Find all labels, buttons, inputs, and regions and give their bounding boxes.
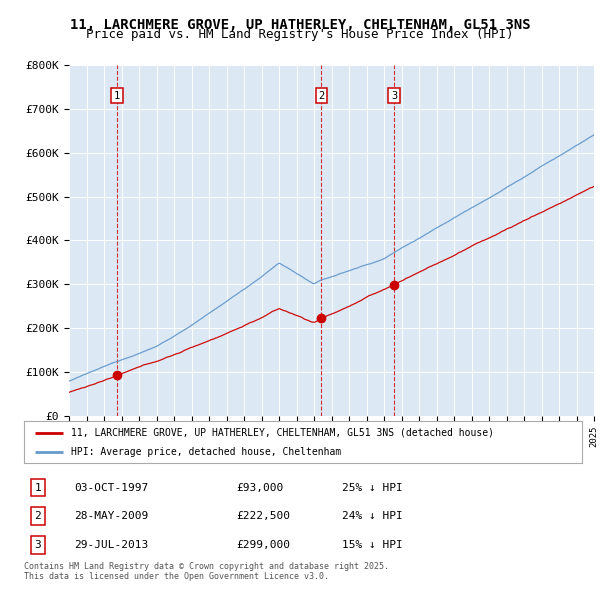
Text: 2: 2 (318, 91, 325, 101)
Text: 1: 1 (35, 483, 41, 493)
Text: 29-JUL-2013: 29-JUL-2013 (74, 540, 148, 550)
Text: 3: 3 (35, 540, 41, 550)
Text: £93,000: £93,000 (236, 483, 283, 493)
Text: £299,000: £299,000 (236, 540, 290, 550)
Text: 15% ↓ HPI: 15% ↓ HPI (342, 540, 403, 550)
Text: HPI: Average price, detached house, Cheltenham: HPI: Average price, detached house, Chel… (71, 447, 341, 457)
Text: 3: 3 (391, 91, 397, 101)
Text: 11, LARCHMERE GROVE, UP HATHERLEY, CHELTENHAM, GL51 3NS (detached house): 11, LARCHMERE GROVE, UP HATHERLEY, CHELT… (71, 428, 494, 438)
Text: Contains HM Land Registry data © Crown copyright and database right 2025.
This d: Contains HM Land Registry data © Crown c… (24, 562, 389, 581)
Text: £222,500: £222,500 (236, 512, 290, 522)
Text: Price paid vs. HM Land Registry's House Price Index (HPI): Price paid vs. HM Land Registry's House … (86, 28, 514, 41)
Text: 2: 2 (35, 512, 41, 522)
Text: 25% ↓ HPI: 25% ↓ HPI (342, 483, 403, 493)
Text: 28-MAY-2009: 28-MAY-2009 (74, 512, 148, 522)
Text: 1: 1 (114, 91, 120, 101)
Text: 11, LARCHMERE GROVE, UP HATHERLEY, CHELTENHAM, GL51 3NS: 11, LARCHMERE GROVE, UP HATHERLEY, CHELT… (70, 18, 530, 32)
Text: 24% ↓ HPI: 24% ↓ HPI (342, 512, 403, 522)
Text: 03-OCT-1997: 03-OCT-1997 (74, 483, 148, 493)
